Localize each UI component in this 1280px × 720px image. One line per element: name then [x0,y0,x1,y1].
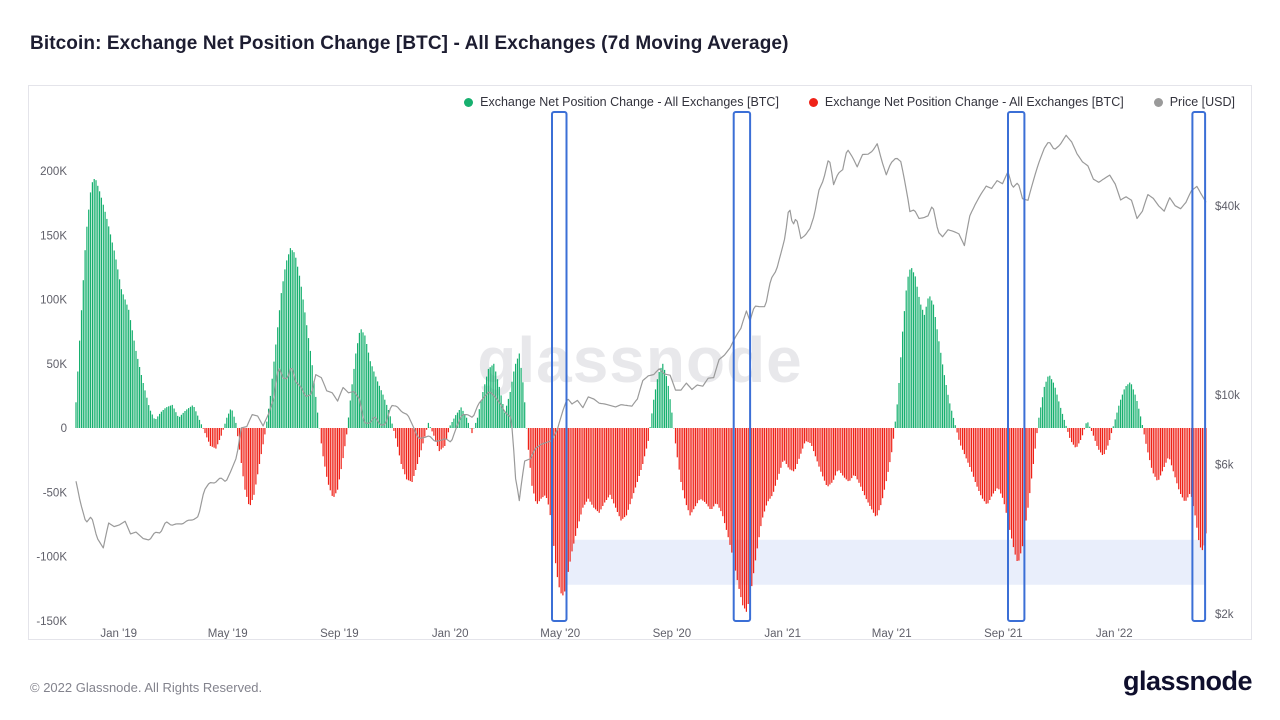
y-left-tick-label: -50K [43,487,68,499]
highlight-box [551,111,568,622]
y-right-tick-label: $6k [1215,459,1234,471]
legend-dot-price [1153,97,1163,107]
legend-dot-inflow [464,97,474,107]
legend-label: Exchange Net Position Change - All Excha… [480,95,779,109]
net-position-bars [75,179,1207,612]
y-left-tick-label: 0 [61,423,67,435]
y-left-tick-label: 200K [40,166,67,178]
y-right-tick-label: $2k [1215,609,1234,621]
chart-legend: Exchange Net Position Change - All Excha… [464,95,1235,109]
chart-card: Exchange Net Position Change - All Excha… [28,85,1252,640]
y-right-tick-label: $10k [1215,390,1240,402]
glassnode-logo: glassnode [1122,666,1253,696]
y-left-tick-label: -150K [36,616,67,628]
highlight-box [732,111,752,622]
x-tick-label: Sep '20 [653,628,692,639]
x-tick-label: May '19 [208,628,248,639]
x-tick-label: Sep '21 [984,628,1023,639]
y-left-tick-label: 150K [40,230,67,242]
x-tick-label: Jan '20 [432,628,469,639]
highlight-box [1007,111,1026,622]
x-tick-label: Jan '21 [764,628,801,639]
legend-item-price[interactable]: Price [USD] [1153,95,1235,109]
price-line [75,134,1207,549]
x-tick-label: Jan '22 [1096,628,1133,639]
chart-plot-area[interactable]: 200K 150K 100K 50K 0 -50K -100K -150K $40k $10k $6… [29,86,1251,639]
copyright-text: © 2022 Glassnode. All Rights Reserved. [30,680,263,695]
legend-item-inflow[interactable]: Exchange Net Position Change - All Excha… [464,95,779,109]
legend-item-outflow[interactable]: Exchange Net Position Change - All Excha… [808,95,1124,109]
y-right-tick-label: $40k [1215,201,1240,213]
x-tick-label: Sep '19 [320,628,359,639]
y-left-tick-label: -100K [36,552,67,564]
legend-label: Exchange Net Position Change - All Excha… [824,95,1124,109]
x-tick-label: Jan '19 [100,628,137,639]
y-left-tick-label: 100K [40,295,67,307]
legend-dot-outflow [808,97,818,107]
x-tick-label: May '21 [872,628,912,639]
highlight-band [566,539,1206,585]
legend-label: Price [USD] [1169,95,1235,109]
highlight-box [1191,111,1207,622]
x-tick-label: May '20 [540,628,580,639]
y-left-tick-label: 50K [47,359,68,371]
page-title: Bitcoin: Exchange Net Position Change [B… [30,33,789,54]
